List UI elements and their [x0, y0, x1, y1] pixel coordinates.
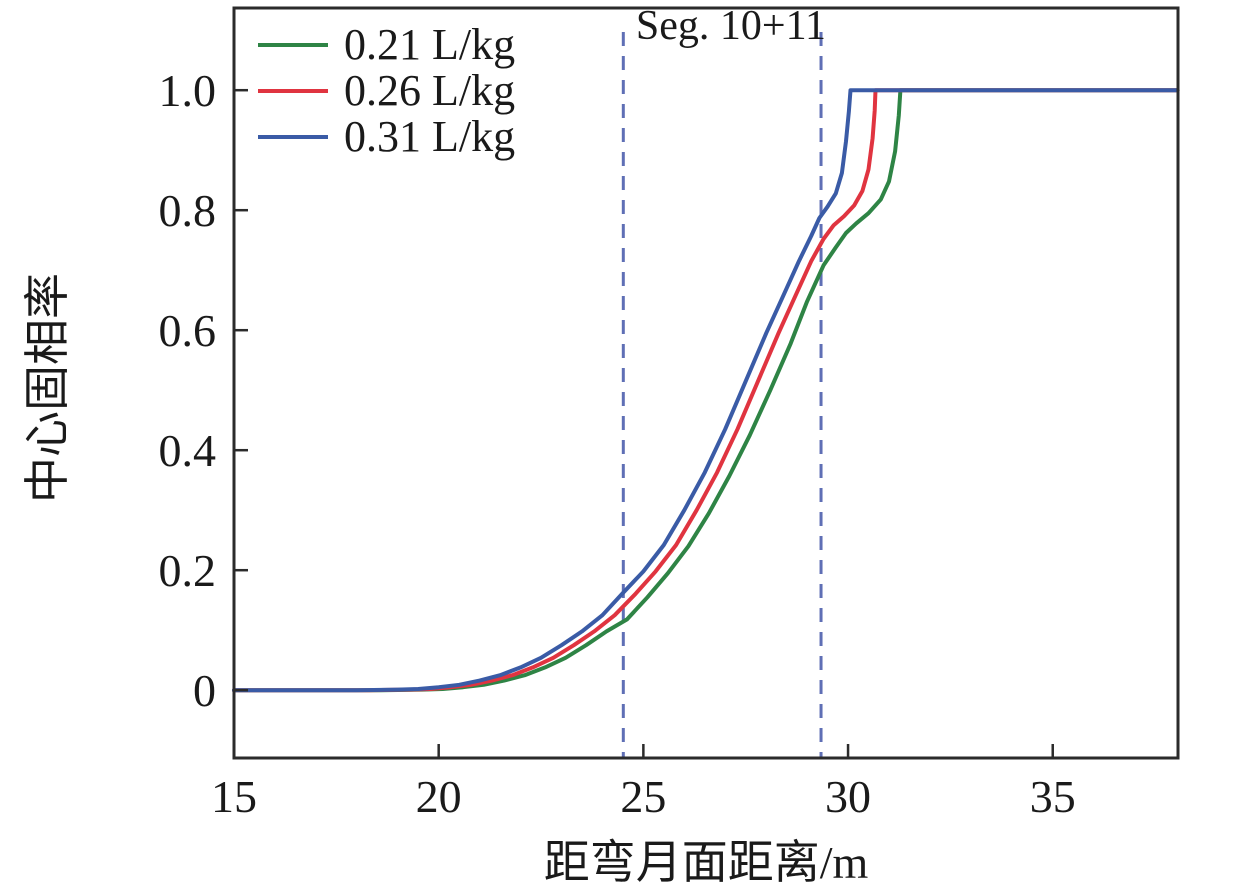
x-tick-label: 30	[825, 771, 871, 822]
legend-swatch-line	[258, 135, 328, 139]
segment-annotation: Seg. 10+11	[635, 3, 827, 49]
x-tick-label: 15	[211, 771, 257, 822]
legend-item-label: 0.21 L/kg	[344, 20, 516, 69]
x-tick-label: 25	[620, 771, 666, 822]
y-tick-label: 1.0	[159, 65, 217, 116]
y-tick-label: 0.2	[159, 545, 217, 596]
legend-swatch-line	[258, 89, 328, 93]
legend-item-label: 0.31 L/kg	[344, 112, 516, 161]
plot-frame	[232, 6, 1180, 760]
x-tick-label: 35	[1030, 771, 1076, 822]
series-line-0.26	[232, 88, 1180, 693]
x-tick-label: 20	[416, 771, 462, 822]
legend-item: 0.31 L/kg	[258, 114, 515, 160]
y-axis-label: 中心固相率	[22, 273, 73, 503]
y-tick-label: 0.4	[159, 425, 217, 476]
y-tick-label: 0	[193, 665, 216, 716]
x-axis-label: 距弯月面距离/m	[543, 837, 869, 888]
y-tick-label: 0.6	[159, 305, 217, 356]
legend-item: 0.26 L/kg	[258, 68, 515, 114]
legend-item-label: 0.26 L/kg	[344, 66, 516, 115]
legend-item: 0.21 L/kg	[258, 22, 515, 68]
y-tick-label: 0.8	[159, 185, 217, 236]
series-line-0.31	[232, 88, 1180, 693]
legend: 0.21 L/kg 0.26 L/kg 0.31 L/kg	[258, 22, 515, 160]
series-line-0.21	[232, 88, 1180, 693]
legend-swatch-line	[258, 43, 328, 47]
